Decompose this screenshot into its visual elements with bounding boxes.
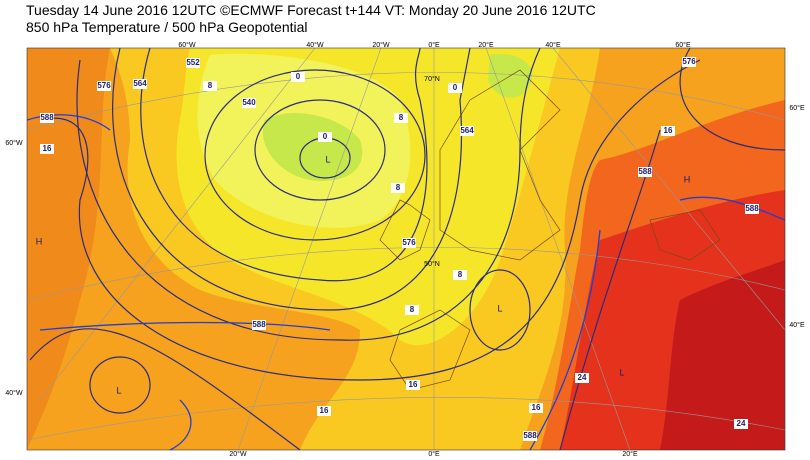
- contour-label: 24: [737, 419, 746, 428]
- label-background: [453, 270, 467, 280]
- pressure-center: L: [325, 154, 330, 164]
- contour-label: 540: [242, 98, 256, 107]
- label-background: [40, 144, 54, 154]
- contour-label: 564: [133, 79, 147, 88]
- contour-label: 588: [745, 204, 759, 213]
- graticule-label: 60°E: [789, 104, 805, 112]
- label-background: [252, 320, 266, 330]
- 588-contours: [27, 114, 785, 450]
- label-background: [97, 81, 111, 91]
- graticule-label: 0°E: [428, 41, 440, 49]
- graticule-label: 70°N: [424, 75, 440, 83]
- contour-label: 16: [320, 406, 329, 415]
- label-background: [186, 58, 200, 68]
- label-background: [203, 81, 217, 91]
- label-background: [242, 98, 256, 108]
- label-background: [40, 113, 54, 123]
- contour-label: 8: [410, 305, 415, 314]
- graticule-label: 40°W: [5, 389, 23, 397]
- title: Tuesday 14 June 2016 12UTC ©ECMWF Foreca…: [26, 2, 596, 18]
- contour-label: 0: [323, 132, 328, 141]
- graticule-label: 60°E: [675, 41, 691, 49]
- label-background: [291, 72, 305, 82]
- pressure-center: L: [497, 303, 502, 313]
- contour-label: 552: [186, 58, 200, 67]
- contour-label: 8: [396, 183, 401, 192]
- contour-label: 576: [402, 238, 416, 247]
- graticule-label: 40°W: [306, 41, 324, 49]
- label-background: [682, 57, 696, 67]
- graticule-label: 20°W: [229, 450, 247, 458]
- label-background: [405, 305, 419, 315]
- subtitle: 850 hPa Temperature / 500 hPa Geopotenti…: [26, 19, 308, 35]
- label-background: [318, 132, 332, 142]
- contour-label: 8: [399, 113, 404, 122]
- contour-label: 588: [252, 320, 266, 329]
- contour-label: 576: [97, 81, 111, 90]
- graticule-label: 20°E: [622, 450, 638, 458]
- graticule: [27, 48, 785, 450]
- contour-label: 8: [458, 270, 463, 279]
- label-background: [661, 126, 675, 136]
- pressure-center: L: [116, 385, 121, 395]
- graticule-label: 40°E: [789, 321, 805, 329]
- label-background: [406, 380, 420, 390]
- label-background: [638, 167, 652, 177]
- label-background: [317, 406, 331, 416]
- pressure-center: H: [684, 174, 691, 184]
- graticule-label: 40°E: [545, 41, 561, 49]
- contour-label: 24: [578, 373, 587, 382]
- label-background: [402, 238, 416, 248]
- label-background: [133, 79, 147, 89]
- pressure-center: H: [36, 236, 43, 246]
- contour-label: 588: [523, 431, 537, 440]
- label-background: [523, 431, 537, 441]
- graticule-label: 60°W: [178, 41, 196, 49]
- graticule-label: 0°E: [428, 450, 440, 458]
- label-background: [529, 403, 543, 413]
- labels: 60°W 40°W 20°W 0°E 20°E 40°E 60°E 60°W 40°W 60°E 4…: [5, 41, 805, 458]
- graticule-label: 20°E: [478, 41, 494, 49]
- label-background: [734, 419, 748, 429]
- cold-field: [262, 112, 363, 181]
- contour-label: 0: [453, 83, 458, 92]
- contour-label: 564: [460, 126, 474, 135]
- pressure-center: L: [619, 367, 624, 377]
- contour-label: 8: [208, 81, 213, 90]
- map-frame: [26, 47, 786, 451]
- contour-label: 0: [296, 72, 301, 81]
- contour-label: 16: [664, 126, 673, 135]
- contour-label: 16: [532, 403, 541, 412]
- hot-field: [660, 260, 785, 450]
- geopotential-contours: [29, 48, 785, 450]
- label-background: [448, 83, 462, 93]
- graticule-label: 50°N: [424, 260, 440, 268]
- label-background: [575, 373, 589, 383]
- contour-label: 588: [638, 167, 652, 176]
- label-background: [391, 183, 405, 193]
- contour-label: 16: [409, 380, 418, 389]
- label-background: [394, 113, 408, 123]
- contour-label: 576: [682, 57, 696, 66]
- contour-label: 588: [40, 113, 54, 122]
- label-background: [460, 126, 474, 136]
- graticule-label: 60°W: [5, 139, 23, 147]
- graticule-label: 20°W: [372, 41, 390, 49]
- label-background: [745, 204, 759, 214]
- contour-label: 16: [43, 144, 52, 153]
